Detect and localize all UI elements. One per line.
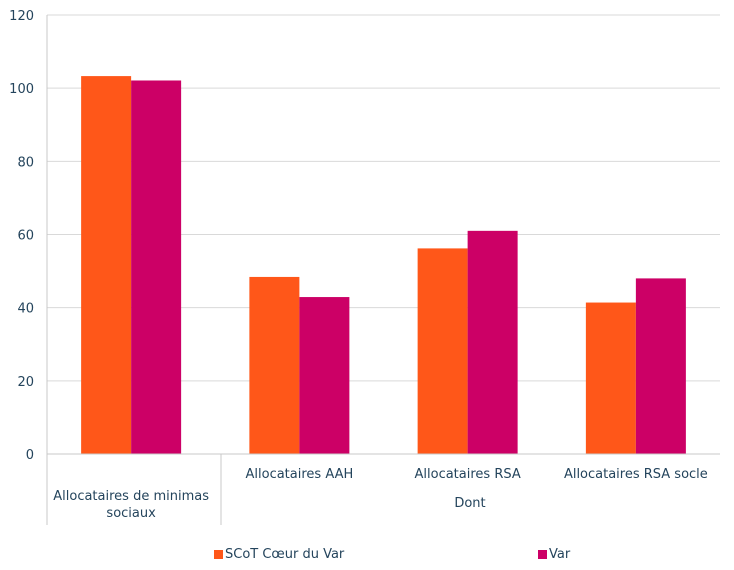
y-tick-label: 0 (26, 448, 34, 463)
category-label: Allocataires AAH (246, 467, 354, 482)
category-label: Allocataires RSA socle (564, 467, 708, 482)
category-label: sociaux (106, 506, 156, 521)
legend-item-var: Var (538, 547, 570, 562)
bars (81, 76, 686, 455)
category-label: Allocataires de minimas (53, 489, 209, 504)
legend-swatch-var (538, 550, 547, 559)
legend-item-scot: SCoT Cœur du Var (214, 547, 344, 562)
bar-scot (585, 302, 636, 454)
y-tick-label: 80 (17, 155, 34, 170)
y-tick-label: 60 (17, 229, 34, 244)
y-tick-label: 120 (9, 9, 34, 24)
category-label: Allocataires RSA (415, 467, 521, 482)
legend-label-var: Var (549, 547, 571, 562)
bar-var (467, 230, 518, 454)
category-labels: Allocataires de minimas sociaux Allocatair… (53, 467, 708, 521)
y-tick-label: 40 (17, 302, 34, 317)
y-tick-label: 100 (9, 82, 34, 97)
legend-label-scot: SCoT Cœur du Var (225, 547, 345, 562)
legend-swatch-scot (214, 550, 223, 559)
y-tick-label: 20 (17, 375, 34, 390)
group-label-dont: Dont (454, 496, 485, 511)
bar-var (635, 278, 686, 454)
bar-var (299, 297, 350, 454)
bar-scot (249, 276, 300, 454)
y-axis-ticks: 0 20 40 60 80 100 120 (9, 9, 34, 463)
bar-scot (417, 248, 468, 454)
bar-scot (81, 76, 132, 454)
bar-var (131, 80, 182, 455)
